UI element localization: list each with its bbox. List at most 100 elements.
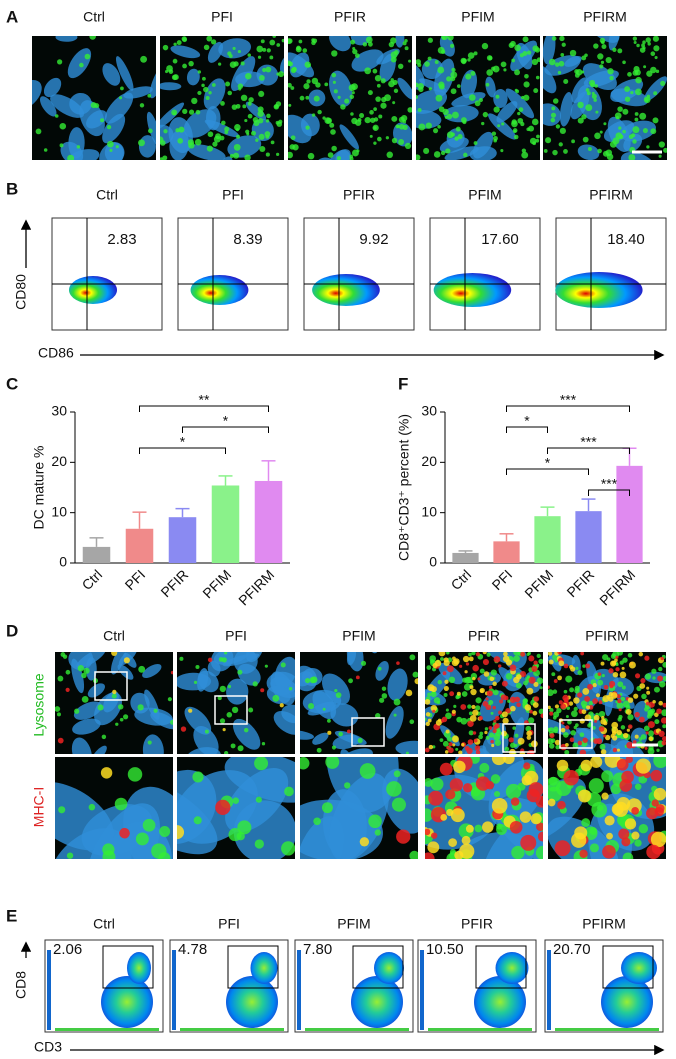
gate: [602, 945, 654, 989]
dot: [439, 738, 444, 743]
dot: [526, 735, 532, 740]
dot: [439, 762, 453, 776]
dot: [517, 737, 525, 745]
dot: [470, 70, 476, 76]
dot: [570, 730, 576, 736]
micrograph: [425, 757, 543, 859]
dot: [467, 58, 471, 62]
sig-label: ***: [601, 476, 618, 492]
dot: [461, 691, 468, 697]
y-tick-label: 10: [51, 503, 67, 519]
dot: [147, 93, 152, 98]
dot: [643, 725, 650, 732]
dot: [617, 652, 624, 656]
dot: [551, 672, 556, 677]
dot: [617, 717, 622, 722]
dot: [513, 652, 521, 656]
dot: [456, 716, 463, 723]
cell: [496, 101, 518, 123]
dot: [327, 152, 334, 158]
dot: [495, 94, 500, 99]
dot: [106, 124, 112, 130]
dot: [500, 61, 507, 68]
plot-frame: [555, 217, 667, 331]
cell: [608, 36, 621, 51]
dot: [355, 119, 362, 126]
dot: [479, 731, 484, 736]
dot: [453, 704, 457, 708]
dot: [652, 36, 659, 42]
dot: [330, 129, 336, 135]
dot: [611, 726, 619, 734]
dot: [492, 681, 497, 687]
dot: [322, 707, 326, 711]
cell: [438, 663, 464, 685]
dot: [430, 704, 438, 712]
dot: [632, 70, 639, 76]
dot: [490, 711, 494, 715]
dot: [401, 114, 408, 122]
dot: [56, 59, 63, 65]
dot: [534, 47, 540, 53]
cell: [169, 129, 190, 160]
dot: [577, 117, 584, 124]
dot: [102, 843, 115, 856]
dot: [631, 831, 640, 840]
density: [127, 952, 151, 984]
cell: [339, 124, 359, 150]
cell: [416, 109, 442, 129]
dot: [288, 686, 293, 691]
dot: [392, 101, 396, 105]
dot: [514, 733, 519, 738]
dot: [556, 707, 562, 714]
percentage: 7.80: [303, 941, 332, 958]
dot: [446, 808, 454, 817]
dot: [646, 94, 651, 99]
baseline-events: [555, 1028, 659, 1031]
micrograph-content: [177, 757, 295, 859]
dot: [242, 104, 247, 109]
dot: [662, 702, 666, 708]
dot: [621, 666, 625, 670]
dot: [492, 728, 497, 734]
density: [495, 952, 529, 984]
dot: [662, 676, 666, 682]
dot: [617, 698, 622, 704]
dot: [380, 78, 386, 84]
dot: [331, 72, 337, 78]
dot: [454, 136, 459, 141]
micrograph: [416, 36, 540, 160]
dot: [84, 53, 91, 60]
cell: [184, 706, 212, 735]
dot: [662, 724, 666, 729]
baseline-events: [180, 1028, 284, 1031]
dot: [262, 47, 267, 52]
dot: [575, 666, 579, 670]
dot: [254, 757, 269, 771]
dot: [591, 801, 608, 818]
dot: [548, 705, 551, 710]
dot: [247, 53, 251, 57]
dot: [265, 66, 272, 73]
dot: [164, 69, 169, 74]
sig-bracket: [588, 489, 630, 496]
dot: [364, 116, 371, 124]
dot: [469, 685, 474, 690]
dot: [197, 90, 202, 96]
dot: [109, 148, 113, 152]
cell: [170, 45, 201, 59]
dot: [349, 156, 354, 160]
panel-title: PFIM: [461, 9, 494, 25]
dot: [266, 48, 271, 53]
panel-title: PFI: [211, 9, 233, 25]
dot: [617, 681, 624, 688]
dot: [573, 697, 580, 704]
dot: [427, 692, 432, 697]
dot: [563, 770, 579, 786]
dot: [203, 86, 209, 93]
dot: [601, 792, 609, 800]
bar: [452, 552, 479, 563]
cell: [149, 61, 156, 99]
plot-frame: [294, 939, 414, 1033]
dot: [482, 111, 489, 118]
